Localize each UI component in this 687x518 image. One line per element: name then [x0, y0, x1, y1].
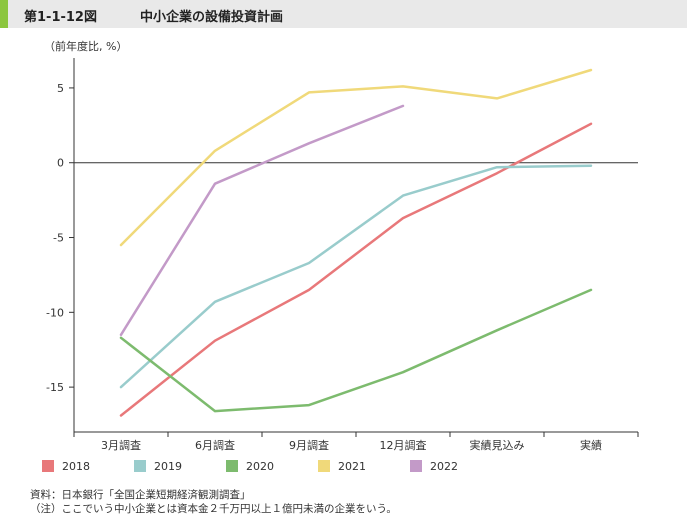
header-accent-bar [0, 0, 8, 28]
series-line-2022 [119, 104, 405, 337]
legend-item-2020: 2020 [226, 458, 318, 474]
x-tick-label: 12月調査 [380, 438, 427, 452]
figure-number: 第1-1-12図 [24, 10, 97, 25]
y-tick-label: -15 [46, 381, 64, 394]
legend-label: 2018 [62, 459, 90, 473]
y-tick-label: 0 [57, 157, 64, 170]
legend-swatch [410, 460, 422, 472]
legend-item-2022: 2022 [410, 458, 502, 474]
y-tick-label: -10 [46, 306, 64, 319]
series-line-2021 [119, 68, 593, 247]
legend-item-2018: 2018 [42, 458, 134, 474]
legend-label: 2022 [430, 459, 458, 473]
legend-swatch [42, 460, 54, 472]
x-tick-label: 実績見込み [470, 438, 525, 452]
x-tick-label: 6月調査 [195, 438, 235, 452]
y-axis-unit-label: （前年度比, %） [44, 40, 128, 53]
legend-label: 2020 [246, 459, 274, 473]
definition-note: （注）ここでいう中小企業とは資本金２千万円以上１億円未満の企業をいう。 [30, 503, 397, 515]
series-line-2019 [119, 164, 593, 389]
series-line-2018 [119, 122, 593, 417]
x-tick-label: 実績 [580, 438, 602, 452]
chart-legend: 2018 2019 2020 2021 2022 [42, 458, 502, 474]
figure-title: 中小企業の設備投資計画 [140, 10, 284, 25]
y-tick-label: 5 [57, 82, 64, 95]
legend-swatch [134, 460, 146, 472]
legend-label: 2021 [338, 459, 366, 473]
source-note: 資料：日本銀行「全国企業短期経済観測調査」 [30, 489, 251, 501]
y-tick-label: -5 [53, 232, 64, 245]
legend-item-2019: 2019 [134, 458, 226, 474]
x-tick-label: 3月調査 [101, 438, 141, 452]
figure-footer: 資料：日本銀行「全国企業短期経済観測調査」 （注）ここでいう中小企業とは資本金２… [30, 488, 397, 516]
x-tick-label: 9月調査 [289, 438, 329, 452]
legend-swatch [226, 460, 238, 472]
figure-header: 第1-1-12図 中小企業の設備投資計画 [0, 0, 687, 28]
legend-item-2021: 2021 [318, 458, 410, 474]
series-line-2020 [119, 288, 593, 413]
legend-swatch [318, 460, 330, 472]
legend-label: 2019 [154, 459, 182, 473]
